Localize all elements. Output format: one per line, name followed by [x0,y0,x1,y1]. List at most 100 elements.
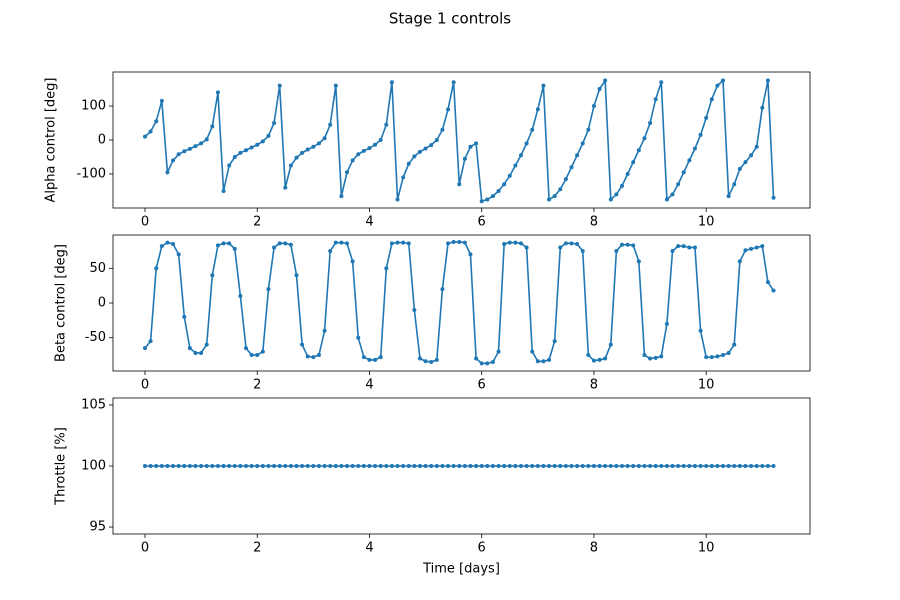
data-point [513,163,518,168]
data-point [356,152,361,157]
data-point [552,464,557,468]
data-point [350,464,355,468]
data-point [232,155,237,159]
data-point [670,248,675,253]
data-point [518,153,523,158]
data-point [687,464,692,468]
data-point [552,194,557,199]
data-point [328,122,333,127]
data-point [608,464,613,468]
data-point [322,136,327,141]
data-point [502,464,507,468]
data-point [603,356,608,361]
data-point [474,141,479,146]
data-point [227,163,232,168]
data-point [300,464,305,468]
data-point [563,464,568,468]
data-point [171,242,176,247]
data-point [361,148,366,153]
data-point [345,464,350,468]
data-point [199,141,204,146]
data-point [597,87,602,91]
data-point [311,144,316,149]
data-point [625,172,630,176]
data-point [159,244,164,249]
data-point [221,189,226,193]
data-point [737,464,742,468]
data-point [631,464,636,468]
data-point [187,346,192,351]
data-point [603,78,608,83]
data-point [339,240,344,245]
data-point [552,339,557,344]
data-point [193,144,198,149]
data-point [434,138,439,142]
data-point [749,153,754,158]
data-point [171,464,176,468]
data-point [586,353,591,358]
data-point [423,146,428,151]
x-tick-label: 2 [253,215,261,230]
data-point [575,242,580,247]
data-point [726,464,731,468]
data-point [221,464,226,468]
data-point [530,349,535,354]
data-point [670,192,675,197]
data-point [760,464,765,468]
data-point [328,248,333,253]
x-tick-label: 8 [590,378,598,393]
data-point [771,288,776,293]
data-point [704,115,709,120]
data-point [322,328,327,333]
x-axis-label: Time [days] [422,562,500,577]
data-point [462,156,467,161]
data-point [524,245,529,250]
data-point [709,97,714,102]
data-point [569,165,574,170]
data-point [406,464,411,468]
data-point [721,353,726,358]
data-point [636,148,641,153]
data-point [524,141,529,146]
axes-frame [112,397,811,535]
data-point [642,464,647,468]
data-point [417,149,422,154]
data-point [496,189,501,193]
data-point [591,464,596,468]
x-tick-label: 6 [478,541,486,556]
data-point [294,273,299,278]
data-point [547,464,552,468]
data-point [305,464,310,468]
data-point [468,464,473,468]
data-point [614,192,619,197]
data-point [625,242,630,247]
data-point [389,241,394,246]
data-point [395,464,400,468]
data-point [457,182,462,187]
data-point [446,241,451,246]
data-point [530,464,535,468]
data-point [462,464,467,468]
data-point [704,464,709,468]
data-point [765,464,770,468]
data-point [692,146,697,151]
data-point [659,80,664,85]
data-point [591,104,596,108]
data-point [182,314,187,319]
x-tick-label: 4 [365,378,373,393]
data-point [502,242,507,247]
data-point [210,464,215,468]
data-point [401,240,406,245]
data-point [384,266,389,271]
data-point [721,78,726,83]
data-point [182,149,187,154]
data-point [451,464,456,468]
data-point [165,464,170,468]
data-point [373,357,378,362]
y-axis-label: Throttle [%] [54,427,69,506]
data-point [648,464,653,468]
data-point [378,355,383,360]
data-point [535,359,540,364]
data-point [277,83,282,88]
data-point [305,147,310,152]
